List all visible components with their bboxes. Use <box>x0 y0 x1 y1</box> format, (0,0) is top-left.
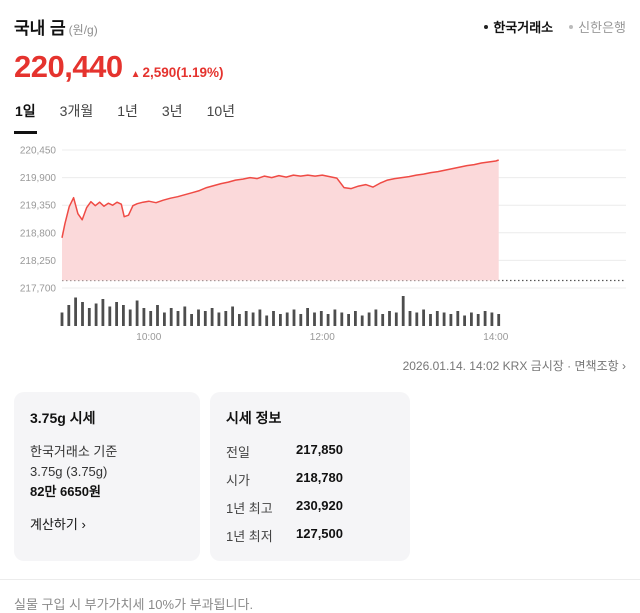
info-row: 1년 최저 127,500 <box>226 526 394 545</box>
info-label: 시가 <box>226 473 250 488</box>
card-title: 3.75g 시세 <box>30 410 96 426</box>
svg-text:10:00: 10:00 <box>136 332 161 343</box>
market-info-card: 시세 정보 전일 217,850 시가 218,780 1년 최고 230,920 1년 최… <box>210 392 410 561</box>
tab-10years[interactable]: 10년 <box>206 101 236 134</box>
svg-text:219,350: 219,350 <box>20 201 57 212</box>
tael-price-card: 3.75g 시세 한국거래소 기준 3.75g (3.75g) 82만 6650… <box>14 392 200 561</box>
info-row: 1년 최고 230,920 <box>226 498 394 517</box>
info-cards: 3.75g 시세 한국거래소 기준 3.75g (3.75g) 82만 6650… <box>14 392 626 561</box>
tab-3years[interactable]: 3년 <box>161 101 184 134</box>
up-arrow-icon: ▲ <box>130 69 141 80</box>
market-info-rows: 전일 217,850 시가 218,780 1년 최고 230,920 1년 최저 127,5… <box>226 442 394 545</box>
title-text: 국내 금 <box>14 19 66 38</box>
info-row: 전일 217,850 <box>226 442 394 461</box>
source-option-krx[interactable]: 한국거래소 <box>484 17 553 36</box>
tab-3months[interactable]: 3개월 <box>59 101 95 134</box>
bullet-icon <box>569 24 574 29</box>
source-label: 신한은행 <box>578 20 626 35</box>
price-volume-chart[interactable]: 220,450 219,900 219,350 218,800 218,250 217,7… <box>14 140 626 346</box>
card-line-weight: 3.75g (3.75g) <box>30 464 108 480</box>
current-price: 220,440 <box>14 49 123 84</box>
header: 국내 금 (원/g) 한국거래소 신한은행 <box>14 14 626 39</box>
price-row: 220,440 ▲ 2,590(1.19%) <box>14 49 626 85</box>
source-label: 한국거래소 <box>493 20 554 35</box>
svg-text:218,250: 218,250 <box>20 256 57 267</box>
svg-text:12:00: 12:00 <box>310 332 335 343</box>
chevron-right-icon: › <box>622 359 626 373</box>
card-line-basis: 한국거래소 기준 <box>30 444 118 459</box>
timestamp: 2026.01.14. 14:02 KRX 금시장 <box>402 359 564 373</box>
vat-notice: 실물 구입 시 부가가치세 10%가 부과됩니다. <box>0 579 640 613</box>
svg-text:220,450: 220,450 <box>20 146 57 157</box>
info-label: 1년 최고 <box>226 501 273 516</box>
info-value: 127,500 <box>296 526 343 541</box>
price-chart-area[interactable]: 220,450 219,900 219,350 218,800 218,250 217,7… <box>14 140 626 351</box>
tab-1year[interactable]: 1년 <box>116 101 139 134</box>
change-amount: 2,590 <box>142 65 177 80</box>
chevron-right-icon: › <box>81 517 86 533</box>
source-option-shinhan[interactable]: 신한은행 <box>569 17 626 36</box>
svg-text:217,700: 217,700 <box>20 284 57 295</box>
bullet-icon <box>484 24 489 29</box>
period-tabs: 1일 3개월 1년 3년 10년 <box>14 101 626 134</box>
card-title: 시세 정보 <box>226 410 282 426</box>
svg-text:14:00: 14:00 <box>483 332 508 343</box>
info-value: 230,920 <box>296 498 343 513</box>
svg-text:219,900: 219,900 <box>20 173 57 184</box>
calculator-link[interactable]: 계산하기 › <box>30 517 86 533</box>
price-change: ▲ 2,590(1.19%) <box>131 65 224 80</box>
info-value: 218,780 <box>296 470 343 485</box>
source-selector: 한국거래소 신한은행 <box>484 17 626 36</box>
page-title: 국내 금 (원/g) <box>14 14 98 39</box>
change-percent: (1.19%) <box>176 65 224 80</box>
tael-price-value: 82만 6650원 <box>30 484 101 500</box>
chart-meta: 2026.01.14. 14:02 KRX 금시장 · 면책조항 › <box>14 357 626 374</box>
unit-label: (원/g) <box>68 23 98 37</box>
dot-separator: · <box>567 359 572 373</box>
tab-1day[interactable]: 1일 <box>14 101 37 134</box>
info-value: 217,850 <box>296 442 343 457</box>
info-label: 전일 <box>226 445 250 460</box>
info-label: 1년 최저 <box>226 529 273 544</box>
disclaimer-link[interactable]: 면책조항 › <box>574 359 626 373</box>
svg-text:218,800: 218,800 <box>20 228 57 239</box>
info-row: 시가 218,780 <box>226 470 394 489</box>
